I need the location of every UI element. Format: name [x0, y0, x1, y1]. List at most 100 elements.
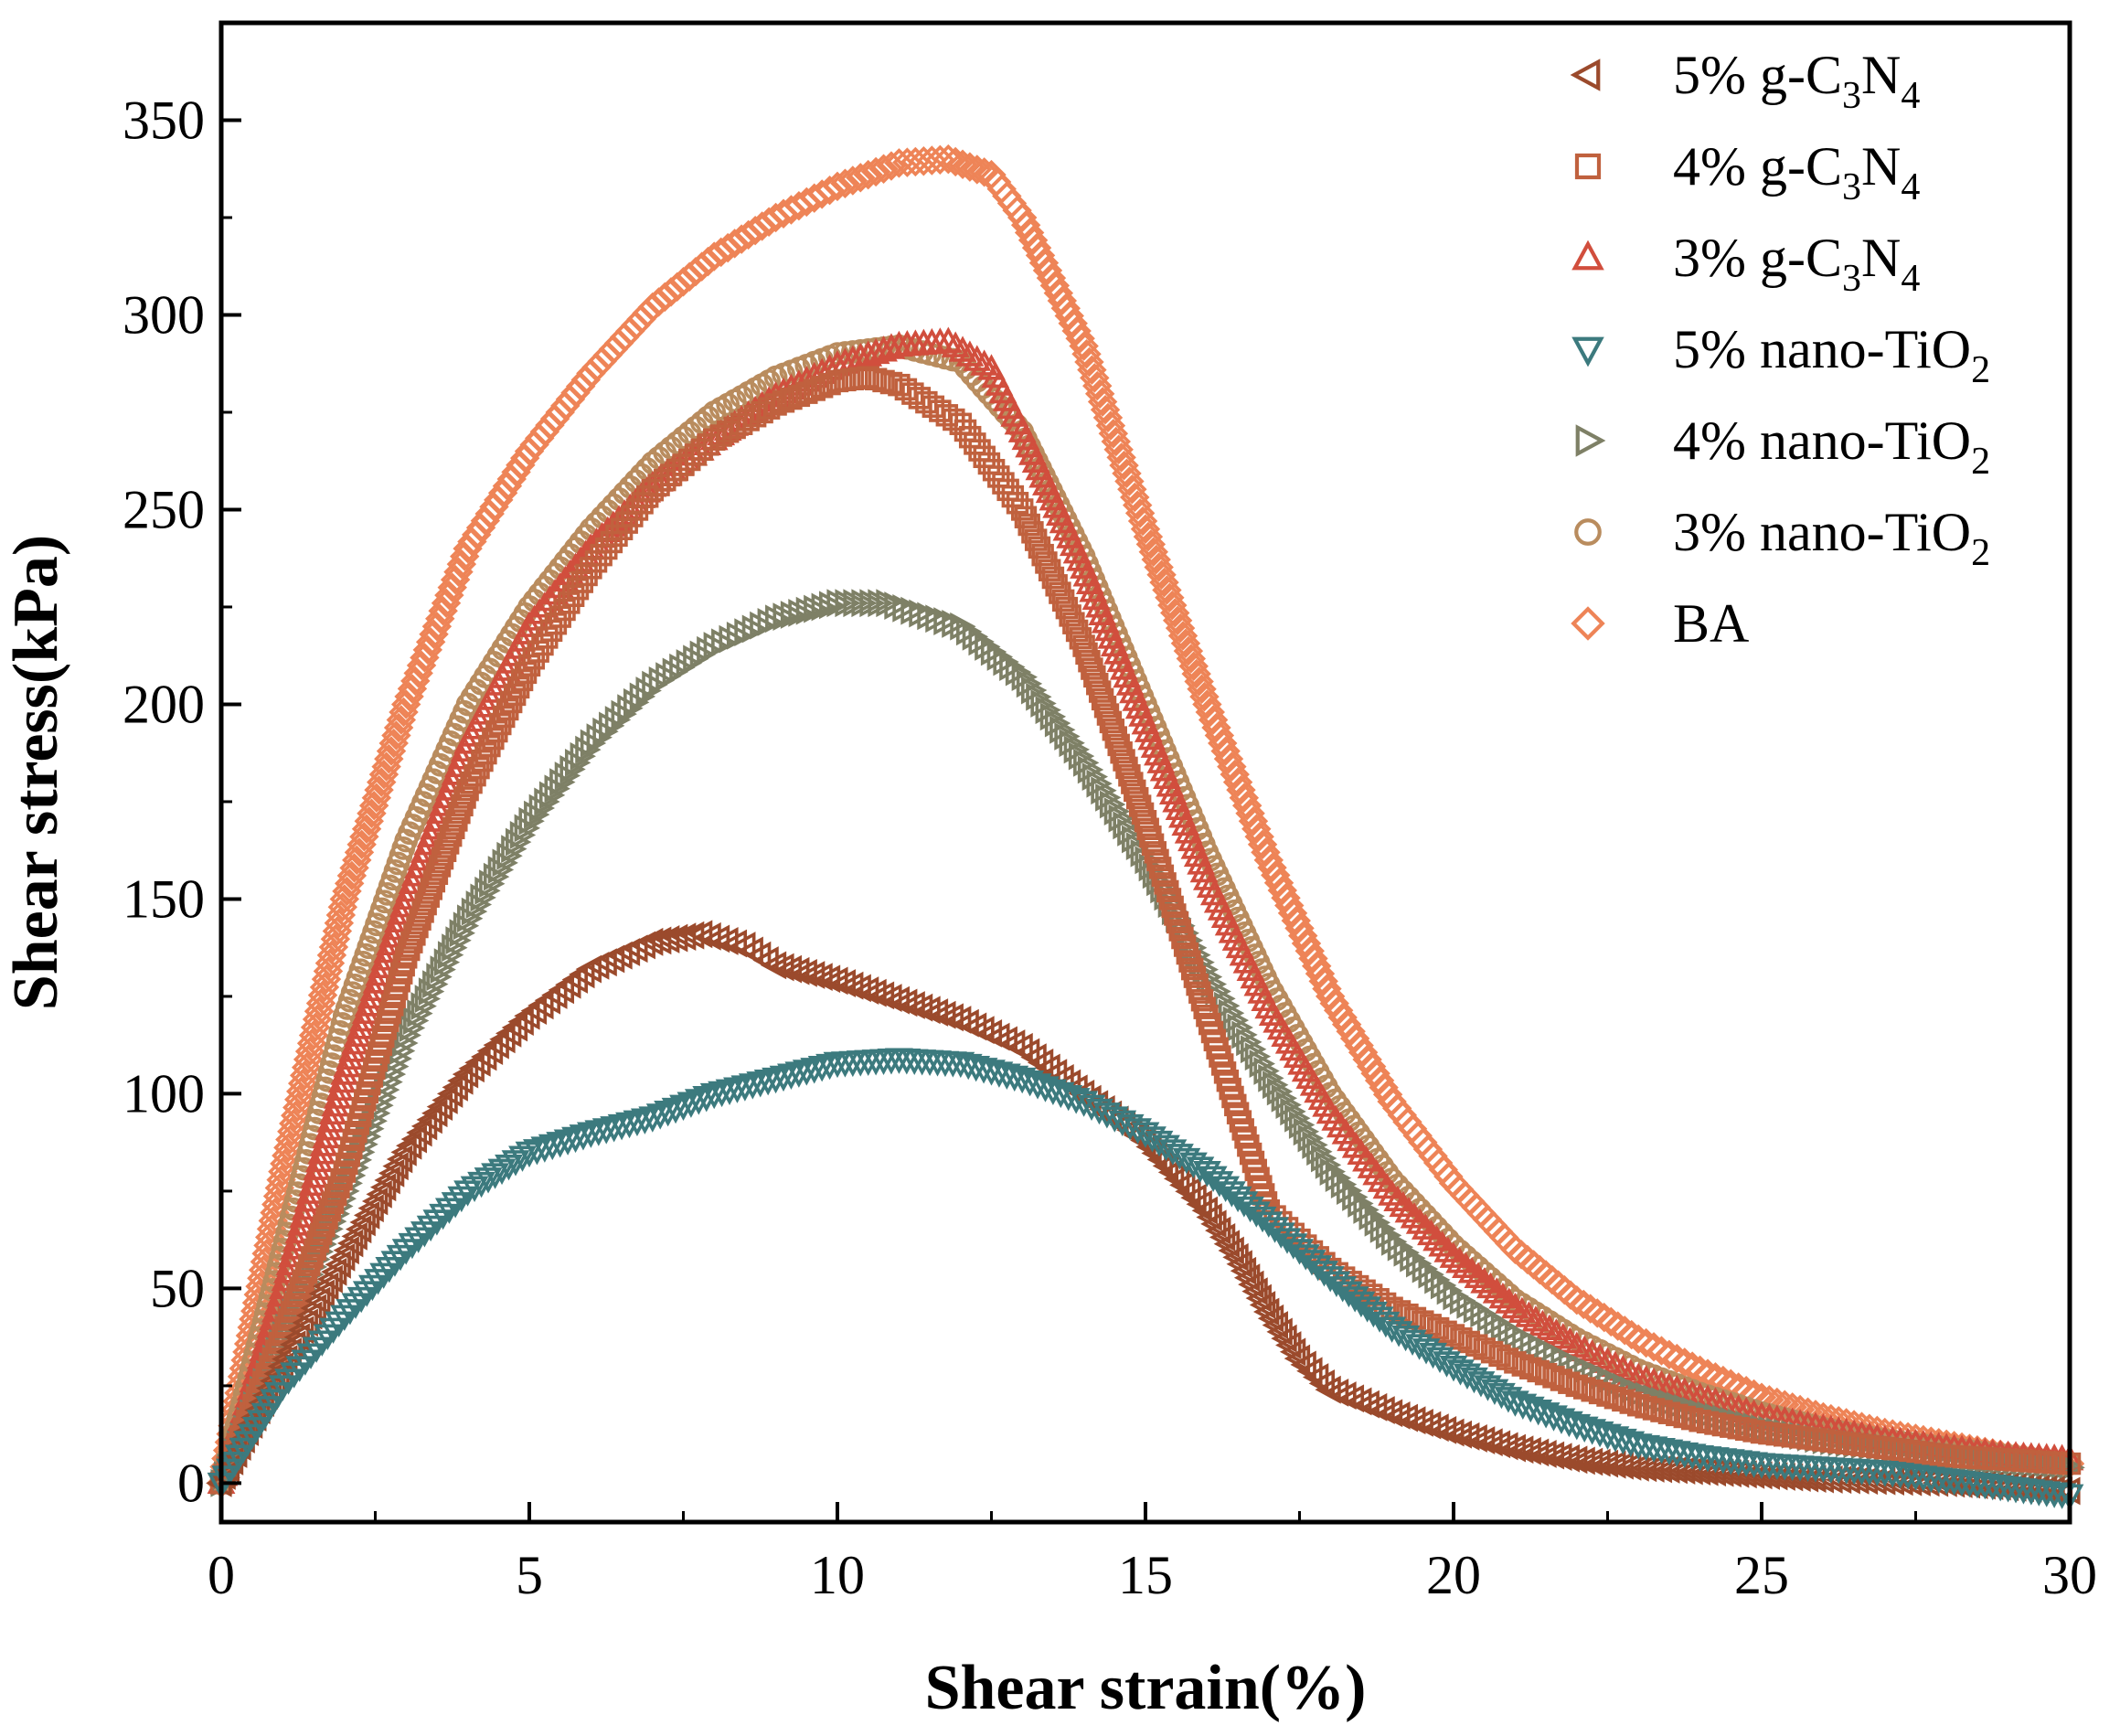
- data-marker: [623, 687, 650, 717]
- data-marker: [1308, 966, 1338, 996]
- legend-label: 5% nano-TiO2: [1673, 319, 1990, 391]
- data-marker: [1032, 255, 1063, 286]
- y-tick-label: 100: [123, 1063, 205, 1124]
- data-marker: [1146, 848, 1169, 872]
- data-marker: [1025, 240, 1056, 271]
- data-marker: [515, 1141, 544, 1168]
- data-marker: [1196, 1203, 1222, 1231]
- data-marker: [638, 1106, 667, 1133]
- data-marker: [1646, 1336, 1677, 1366]
- data-marker: [1120, 482, 1150, 513]
- data-marker: [1226, 774, 1256, 805]
- data-marker: [1266, 1317, 1293, 1347]
- data-marker: [985, 1061, 1014, 1088]
- data-marker: [1138, 1126, 1167, 1153]
- data-marker: [1534, 1362, 1558, 1386]
- data-marker: [1336, 1017, 1366, 1047]
- data-marker: [1133, 521, 1164, 552]
- data-marker: [429, 1203, 458, 1230]
- data-marker: [1069, 627, 1092, 650]
- data-marker: [493, 705, 516, 729]
- data-marker: [404, 1227, 433, 1253]
- data-marker: [1181, 957, 1204, 981]
- data-marker: [1141, 833, 1165, 857]
- data-marker: [289, 1277, 312, 1300]
- data-marker: [1241, 1277, 1268, 1306]
- data-marker: [1500, 1292, 1529, 1319]
- data-marker: [1065, 619, 1089, 643]
- x-tick-label: 30: [2042, 1545, 2097, 1605]
- data-marker: [375, 1256, 404, 1283]
- data-marker: [1244, 822, 1274, 852]
- data-marker: [1178, 651, 1209, 682]
- data-marker: [835, 589, 861, 618]
- data-marker: [1200, 1209, 1227, 1239]
- data-marker: [1294, 936, 1325, 966]
- data-marker: [345, 1215, 372, 1244]
- data-marker: [879, 371, 903, 395]
- data-marker: [1298, 943, 1328, 974]
- data-marker: [623, 1110, 652, 1137]
- data-marker: [447, 1186, 476, 1213]
- data-marker: [1151, 864, 1175, 888]
- legend-marker: [1571, 240, 1604, 271]
- data-marker: [386, 1145, 413, 1174]
- data-marker: [400, 931, 423, 953]
- data-marker: [1188, 981, 1211, 1004]
- data-marker: [333, 1236, 359, 1265]
- data-marker: [403, 923, 426, 946]
- data-marker: [274, 1369, 303, 1395]
- data-marker: [876, 151, 907, 181]
- data-marker: [933, 144, 964, 175]
- data-marker: [740, 215, 771, 246]
- data-marker: [1596, 1384, 1619, 1407]
- x-tick-label: 10: [810, 1545, 865, 1605]
- data-marker: [1152, 1134, 1180, 1162]
- data-marker: [1072, 634, 1095, 657]
- legend-label: BA: [1673, 593, 1749, 654]
- data-marker: [1179, 1152, 1208, 1178]
- data-marker: [1261, 860, 1291, 890]
- data-marker: [1378, 1179, 1407, 1206]
- data-marker: [788, 598, 815, 627]
- data-marker: [478, 734, 501, 758]
- data-marker: [1191, 1196, 1218, 1225]
- x-tick-label: 0: [208, 1545, 235, 1605]
- data-marker: [398, 1232, 427, 1260]
- data-marker: [1312, 974, 1342, 1004]
- data-marker: [1096, 703, 1120, 726]
- data-marker: [1139, 825, 1162, 848]
- data-marker: [1093, 696, 1117, 719]
- data-marker: [292, 1269, 315, 1293]
- legend-label: 4% nano-TiO2: [1673, 410, 1990, 483]
- data-marker: [872, 369, 895, 393]
- data-marker: [1235, 798, 1265, 828]
- data-marker: [764, 393, 787, 416]
- data-marker: [1631, 1327, 1661, 1358]
- data-marker: [1038, 559, 1061, 581]
- data-marker: [411, 900, 434, 923]
- data-marker: [489, 712, 512, 736]
- data-marker: [1122, 490, 1153, 520]
- data-marker: [1339, 1023, 1370, 1054]
- data-marker: [857, 366, 879, 389]
- data-marker: [1028, 536, 1051, 559]
- data-marker: [1352, 1044, 1382, 1075]
- data-marker: [293, 1186, 323, 1212]
- data-marker: [777, 1063, 805, 1090]
- data-marker: [772, 602, 799, 632]
- data-marker: [1305, 958, 1336, 989]
- data-marker: [1405, 1334, 1433, 1360]
- series-5-nano-tio2: [207, 1048, 2084, 1510]
- data-marker: [1166, 911, 1189, 934]
- data-marker: [1433, 1236, 1463, 1262]
- data-marker: [1238, 806, 1269, 836]
- data-marker: [289, 1201, 318, 1228]
- data-marker: [1384, 1321, 1413, 1347]
- data-marker: [1087, 387, 1118, 417]
- data-marker: [1062, 612, 1085, 634]
- data-marker: [1616, 1319, 1646, 1350]
- data-marker: [1082, 370, 1113, 401]
- data-marker: [712, 927, 739, 955]
- data-marker: [1136, 817, 1159, 840]
